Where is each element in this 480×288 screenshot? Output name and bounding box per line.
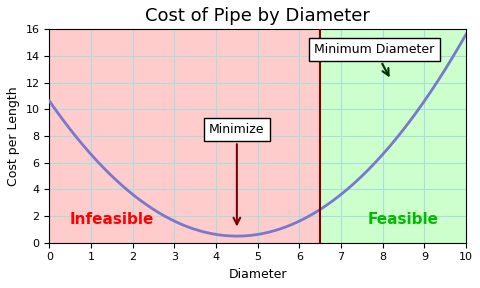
Text: Feasible: Feasible <box>368 212 439 227</box>
X-axis label: Diameter: Diameter <box>228 268 287 281</box>
Title: Cost of Pipe by Diameter: Cost of Pipe by Diameter <box>145 7 370 25</box>
Text: Minimum Diameter: Minimum Diameter <box>314 43 434 75</box>
Text: Infeasible: Infeasible <box>70 212 154 227</box>
Y-axis label: Cost per Length: Cost per Length <box>7 86 20 186</box>
Bar <box>320 29 466 243</box>
Text: Minimize: Minimize <box>209 123 264 224</box>
Bar <box>49 29 320 243</box>
